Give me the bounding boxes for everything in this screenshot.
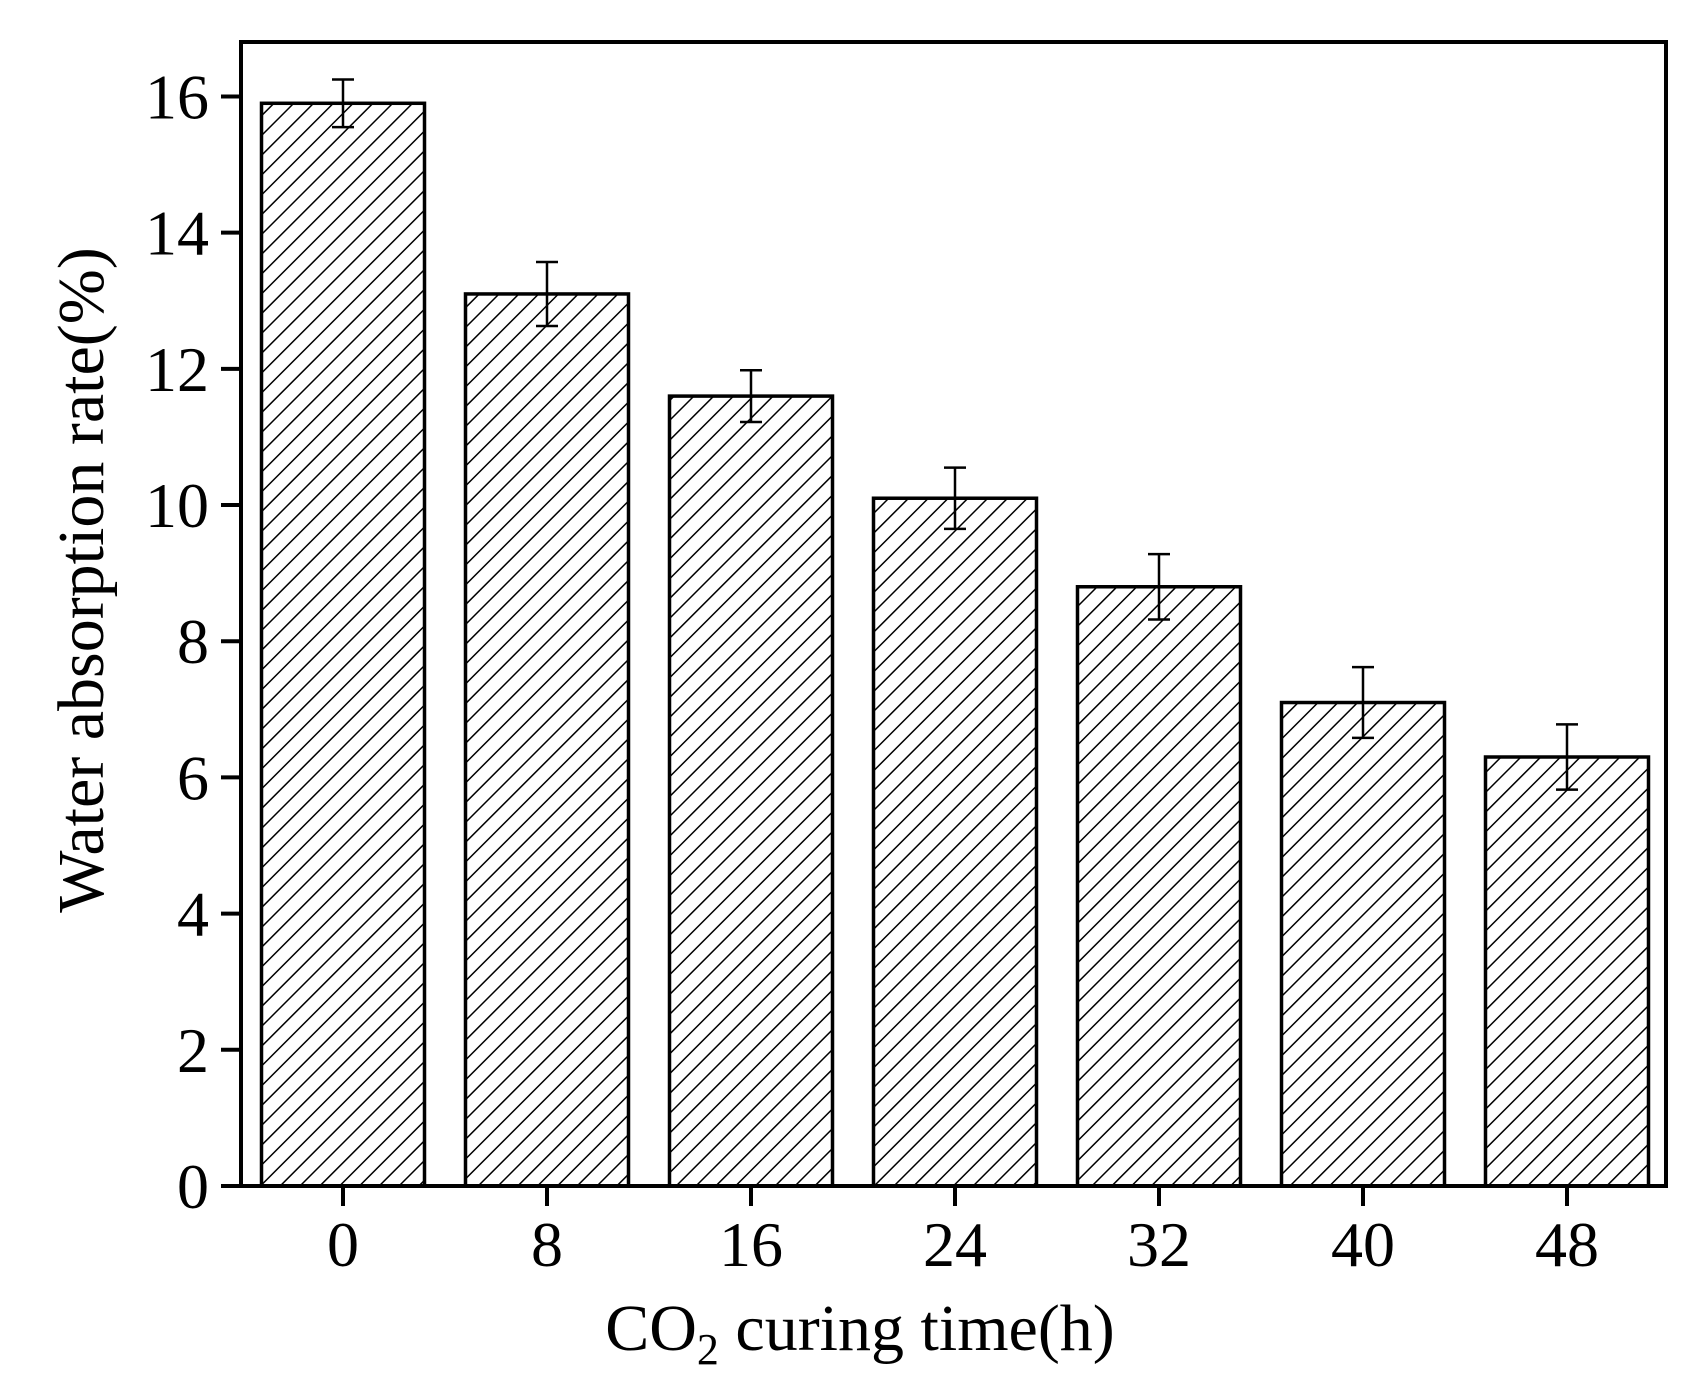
y-axis-ticks: 0 2 4 6 8 10 12 14 16 bbox=[145, 61, 241, 1222]
x-tick-label: 8 bbox=[531, 1209, 563, 1280]
y-tick-label: 8 bbox=[177, 606, 209, 677]
bar-40 bbox=[1279, 700, 1447, 1188]
y-axis-label: Water absorption rate(%) bbox=[45, 247, 118, 912]
error-bar-32 bbox=[1148, 552, 1170, 621]
error-bars bbox=[332, 78, 1578, 791]
x-tick-label: 40 bbox=[1331, 1209, 1395, 1280]
y-tick-label: 2 bbox=[177, 1015, 209, 1086]
error-bar-40 bbox=[1352, 665, 1374, 740]
y-tick-label: 16 bbox=[145, 61, 209, 132]
x-tick-label: 16 bbox=[719, 1209, 783, 1280]
bar-24 bbox=[871, 496, 1039, 1188]
x-tick-label: 32 bbox=[1127, 1209, 1191, 1280]
y-tick-label: 0 bbox=[177, 1151, 209, 1222]
bar-0 bbox=[259, 101, 427, 1188]
y-tick-label: 6 bbox=[177, 742, 209, 813]
bar-48 bbox=[1483, 755, 1651, 1188]
y-tick-label: 14 bbox=[145, 198, 209, 269]
bars bbox=[259, 101, 1651, 1188]
bar-32 bbox=[1075, 585, 1243, 1188]
y-tick-label: 10 bbox=[145, 470, 209, 541]
bar-8 bbox=[463, 292, 631, 1188]
x-axis-label-suffix: curing time(h) bbox=[719, 1292, 1115, 1365]
bar-16 bbox=[667, 394, 835, 1188]
x-tick-label: 0 bbox=[327, 1209, 359, 1280]
error-bar-0 bbox=[332, 78, 354, 129]
y-tick-label: 4 bbox=[177, 879, 209, 950]
x-axis-label: CO2 curing time(h) bbox=[605, 1292, 1115, 1374]
y-tick-label: 12 bbox=[145, 334, 209, 405]
error-bar-24 bbox=[944, 466, 966, 531]
x-axis-label-prefix: CO bbox=[605, 1292, 697, 1365]
error-bar-48 bbox=[1556, 723, 1578, 791]
x-axis-ticks: 0 8 16 24 32 40 48 bbox=[327, 1186, 1599, 1280]
x-tick-label: 24 bbox=[923, 1209, 987, 1280]
x-tick-label: 48 bbox=[1535, 1209, 1599, 1280]
error-bar-16 bbox=[740, 368, 762, 424]
error-bar-8 bbox=[536, 260, 558, 328]
x-axis-label-subscript: 2 bbox=[697, 1325, 719, 1374]
